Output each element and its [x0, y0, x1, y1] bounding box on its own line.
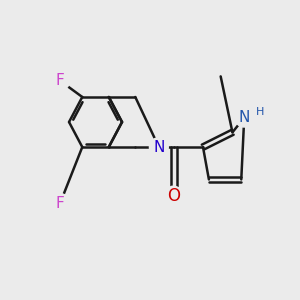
Text: N: N	[238, 110, 250, 125]
Text: N: N	[153, 140, 164, 154]
Text: F: F	[56, 73, 64, 88]
Circle shape	[51, 71, 70, 90]
Text: O: O	[167, 187, 180, 205]
Text: F: F	[56, 196, 64, 211]
Text: H: H	[255, 107, 264, 117]
Circle shape	[235, 108, 254, 127]
Circle shape	[149, 138, 168, 157]
Circle shape	[51, 194, 70, 212]
Circle shape	[164, 186, 183, 205]
